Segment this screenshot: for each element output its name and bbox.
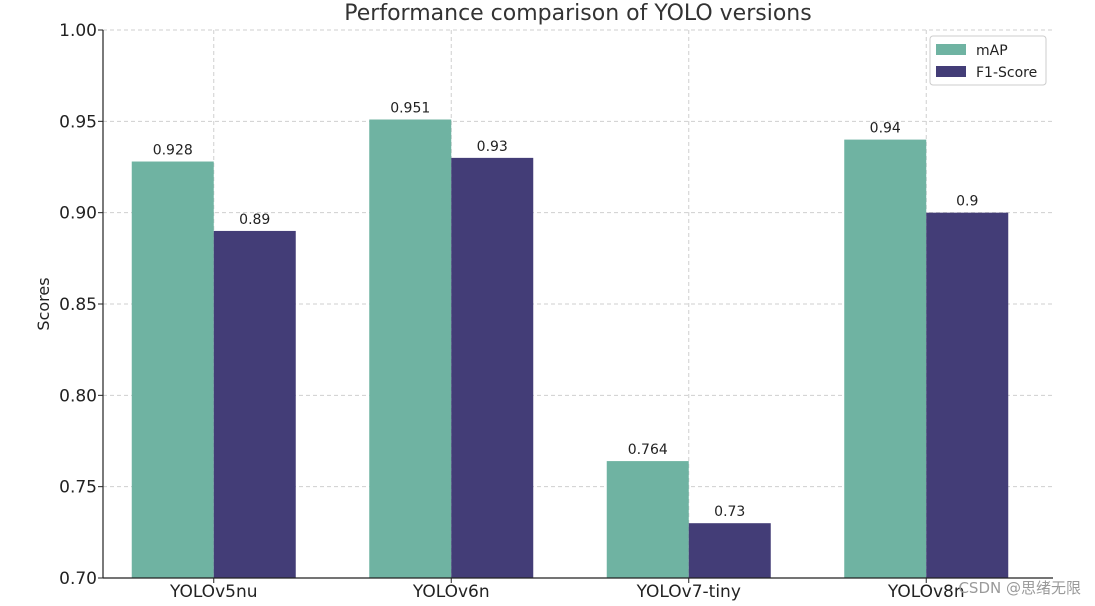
legend: mAP F1-Score: [929, 35, 1047, 86]
legend-swatch: [936, 66, 966, 77]
legend-label: F1-Score: [976, 65, 1037, 81]
legend-swatch: [936, 44, 966, 55]
data-label: 0.73: [714, 504, 745, 520]
watermark: CSDN @思绪无限: [958, 579, 1081, 597]
x-tick-label: YOLOv7-tiny: [636, 582, 741, 602]
bar-f1-score: [213, 230, 296, 578]
x-tick-label: YOLOv8n: [887, 582, 965, 602]
x-tick-label: YOLOv6n: [412, 582, 490, 602]
bar-map: [131, 161, 214, 578]
data-label: 0.928: [153, 143, 193, 159]
data-label: 0.93: [477, 139, 508, 155]
y-tick-label: 0.70: [59, 569, 97, 589]
y-tick-label: 0.75: [59, 478, 97, 498]
y-tick-label: 0.95: [59, 112, 97, 132]
y-tick-label: 0.90: [59, 204, 97, 224]
chart-title: Performance comparison of YOLO versions: [344, 1, 811, 26]
legend-label: mAP: [976, 43, 1008, 59]
y-tick-label: 0.80: [59, 386, 97, 406]
x-tick-label: YOLOv5nu: [169, 582, 258, 602]
data-label: 0.764: [628, 442, 668, 458]
bar-f1-score: [926, 212, 1009, 578]
y-tick-label: 1.00: [59, 21, 97, 41]
data-label: 0.89: [239, 212, 270, 228]
bar-map: [844, 139, 927, 578]
axes-layer: 0.70 0.75 0.80 0.85 0.90 0.95 1.00 YOLOv5nu YOLO…: [59, 21, 1053, 602]
data-label: 0.94: [870, 121, 901, 137]
bar-f1-score: [451, 157, 534, 578]
data-label: 0.951: [390, 101, 430, 117]
bar-map: [606, 461, 689, 578]
y-tick-label: 0.85: [59, 295, 97, 315]
bar-map: [369, 119, 452, 579]
data-label: 0.9: [956, 194, 978, 210]
bar-f1-score: [688, 523, 771, 578]
y-axis-label: Scores: [34, 277, 53, 330]
bars-layer: 0.928 0.89 0.951 0.93 0.764 0.73 0.94 0.9: [131, 101, 1009, 579]
